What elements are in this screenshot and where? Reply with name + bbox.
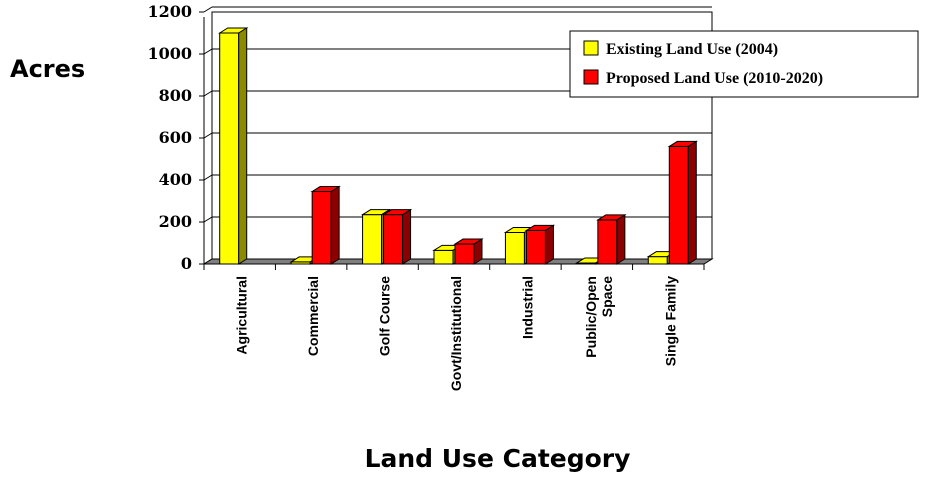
- grid-depth-line: [203, 90, 213, 97]
- x-tick-label: Agricultural: [234, 276, 250, 355]
- bar-front: [597, 219, 618, 265]
- x-tick-label: Golf Course: [377, 276, 393, 356]
- x-tick-label: Public/Open: [583, 276, 599, 358]
- bar-side: [330, 185, 340, 265]
- y-axis-title: Acres: [10, 55, 86, 83]
- x-axis-title-wrap: Land Use Category: [0, 444, 925, 473]
- grid-depth-line: [203, 132, 213, 139]
- x-tick-label: Industrial: [519, 276, 535, 339]
- grid-depth-line: [203, 174, 213, 181]
- y-tick-label: 600: [159, 128, 192, 147]
- y-tick-label: 400: [159, 170, 192, 189]
- grid-depth-line: [203, 6, 213, 13]
- bar-side: [544, 224, 554, 265]
- bar-side: [616, 213, 626, 265]
- bar-side: [473, 238, 483, 265]
- x-axis-title: Land Use Category: [364, 444, 631, 473]
- bar-front: [668, 145, 689, 265]
- bar-front: [362, 214, 383, 265]
- bars: [217, 27, 699, 265]
- legend-swatch: [583, 69, 599, 85]
- x-tick-label: Space: [599, 276, 615, 317]
- legend-box: [569, 30, 919, 98]
- x-tick-label: Govt/Institutional: [448, 276, 464, 391]
- y-tick-label: 0: [181, 254, 192, 273]
- x-tick-label: Commercial: [305, 276, 321, 356]
- legend-label: Proposed Land Use (2010-2020): [606, 70, 823, 87]
- bar-side: [402, 208, 412, 265]
- y-tick-label: 1200: [147, 2, 192, 21]
- grid-lines: [203, 6, 713, 265]
- bar-front: [433, 249, 454, 265]
- bar-front: [219, 32, 240, 265]
- bar-front: [383, 214, 404, 265]
- x-tick-label: Single Family: [662, 276, 678, 366]
- legend: Existing Land Use (2004) Proposed Land Us…: [569, 30, 919, 98]
- grid-depth-line: [203, 48, 213, 55]
- y-tick-label: 1000: [147, 44, 192, 63]
- bar-side: [238, 27, 248, 265]
- legend-label: Existing Land Use (2004): [606, 41, 778, 58]
- bar-front: [311, 191, 332, 265]
- bar-front: [647, 256, 668, 265]
- legend-swatch: [583, 40, 599, 56]
- y-tick-label: 200: [159, 212, 192, 231]
- bar-front: [504, 232, 525, 265]
- bar-front: [525, 229, 546, 265]
- bar-front: [454, 243, 475, 265]
- y-tick-label: 800: [159, 86, 192, 105]
- x-axis-ticks: Agricultural Commercial Golf Course Govt/In…: [203, 264, 705, 391]
- grid-depth-line: [203, 216, 213, 223]
- y-axis-ticks: 0 200 400 600 800 1000 1200: [147, 2, 204, 273]
- bar-side: [687, 140, 697, 265]
